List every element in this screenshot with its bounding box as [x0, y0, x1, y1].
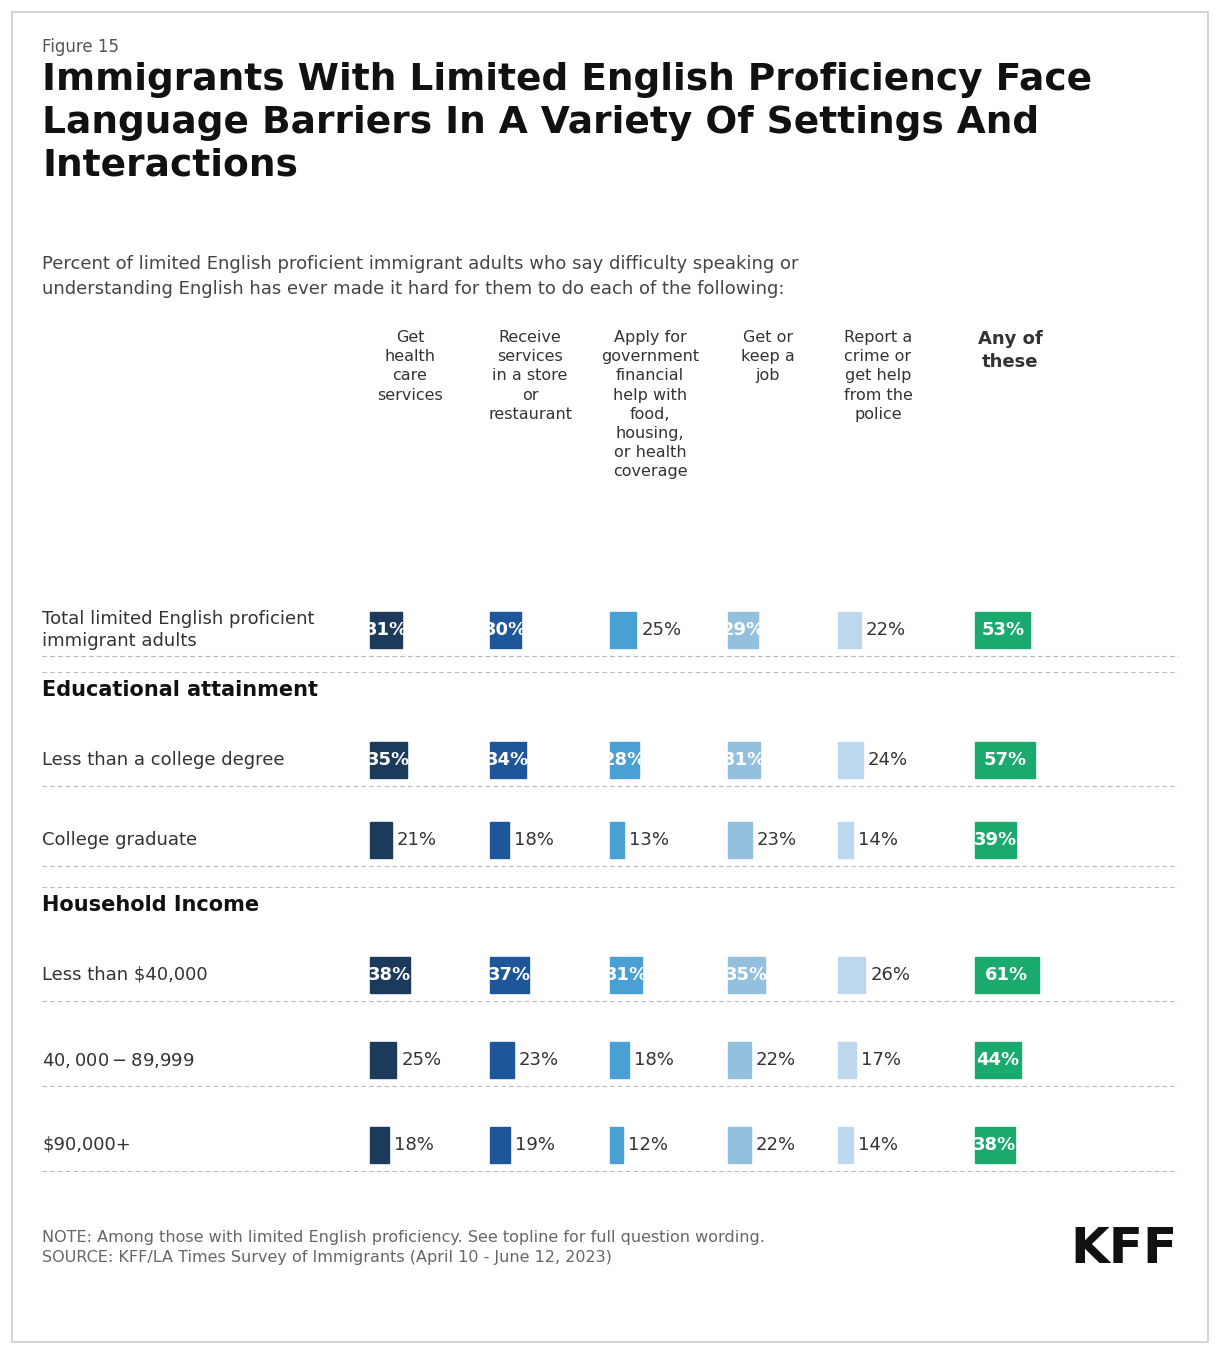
- Bar: [370, 1043, 396, 1078]
- Bar: [838, 957, 865, 992]
- Bar: [610, 1043, 628, 1078]
- Bar: [838, 742, 863, 779]
- Text: 29%: 29%: [721, 621, 765, 639]
- Bar: [975, 822, 1016, 858]
- Text: 17%: 17%: [861, 1051, 900, 1070]
- Bar: [838, 612, 861, 649]
- Text: $40,000-$89,999: $40,000-$89,999: [41, 1051, 194, 1070]
- Bar: [370, 612, 403, 649]
- Text: 37%: 37%: [488, 965, 531, 984]
- Text: Immigrants With Limited English Proficiency Face
Language Barriers In A Variety : Immigrants With Limited English Proficie…: [41, 62, 1092, 184]
- Text: 57%: 57%: [983, 751, 1026, 769]
- Text: 31%: 31%: [605, 965, 648, 984]
- Text: Apply for
government
financial
help with
food,
housing,
or health
coverage: Apply for government financial help with…: [601, 330, 699, 479]
- Text: Less than $40,000: Less than $40,000: [41, 965, 207, 984]
- Text: 23%: 23%: [518, 1051, 559, 1070]
- Text: 22%: 22%: [756, 1136, 797, 1154]
- Bar: [728, 612, 759, 649]
- Text: 30%: 30%: [484, 621, 527, 639]
- Text: Get
health
care
services: Get health care services: [377, 330, 443, 402]
- Text: 31%: 31%: [722, 751, 766, 769]
- Text: Percent of limited English proficient immigrant adults who say difficulty speaki: Percent of limited English proficient im…: [41, 255, 799, 298]
- Bar: [610, 742, 639, 779]
- Text: Less than a college degree: Less than a college degree: [41, 751, 284, 769]
- Text: 38%: 38%: [368, 965, 411, 984]
- FancyBboxPatch shape: [12, 12, 1208, 1342]
- Bar: [728, 742, 760, 779]
- Text: Household Income: Household Income: [41, 895, 259, 915]
- Text: 53%: 53%: [981, 621, 1025, 639]
- Bar: [370, 742, 406, 779]
- Text: Report a
crime or
get help
from the
police: Report a crime or get help from the poli…: [843, 330, 913, 422]
- Bar: [838, 1043, 855, 1078]
- Text: Total limited English proficient
immigrant adults: Total limited English proficient immigra…: [41, 609, 315, 650]
- Bar: [975, 742, 1035, 779]
- Text: 21%: 21%: [396, 831, 437, 849]
- Bar: [610, 957, 643, 992]
- Text: 26%: 26%: [870, 965, 910, 984]
- Bar: [490, 742, 526, 779]
- Bar: [490, 1127, 510, 1163]
- Text: 39%: 39%: [974, 831, 1017, 849]
- Text: Educational attainment: Educational attainment: [41, 680, 318, 700]
- Bar: [370, 957, 410, 992]
- Text: 35%: 35%: [725, 965, 767, 984]
- Text: 18%: 18%: [634, 1051, 673, 1070]
- Text: 14%: 14%: [858, 831, 898, 849]
- Text: 18%: 18%: [514, 831, 554, 849]
- Text: 31%: 31%: [365, 621, 407, 639]
- Text: SOURCE: KFF/LA Times Survey of Immigrants (April 10 - June 12, 2023): SOURCE: KFF/LA Times Survey of Immigrant…: [41, 1250, 612, 1265]
- Text: $90,000+: $90,000+: [41, 1136, 131, 1154]
- Text: 25%: 25%: [401, 1051, 442, 1070]
- Text: 23%: 23%: [758, 831, 797, 849]
- Text: 44%: 44%: [976, 1051, 1020, 1070]
- Text: 22%: 22%: [756, 1051, 797, 1070]
- Bar: [838, 1127, 853, 1163]
- Text: Get or
keep a
job: Get or keep a job: [741, 330, 795, 383]
- Bar: [975, 1127, 1015, 1163]
- Text: 38%: 38%: [974, 1136, 1016, 1154]
- Text: 19%: 19%: [515, 1136, 555, 1154]
- Text: Figure 15: Figure 15: [41, 38, 120, 56]
- Text: 18%: 18%: [394, 1136, 433, 1154]
- Text: NOTE: Among those with limited English proficiency. See topline for full questio: NOTE: Among those with limited English p…: [41, 1229, 765, 1244]
- Bar: [490, 957, 528, 992]
- Bar: [610, 822, 623, 858]
- Bar: [728, 1127, 752, 1163]
- Bar: [490, 1043, 514, 1078]
- Bar: [490, 612, 521, 649]
- Bar: [975, 1043, 1021, 1078]
- Text: College graduate: College graduate: [41, 831, 198, 849]
- Text: 34%: 34%: [487, 751, 529, 769]
- Text: Any of
these: Any of these: [977, 330, 1042, 371]
- Text: 28%: 28%: [603, 751, 647, 769]
- Text: 35%: 35%: [367, 751, 410, 769]
- Text: 14%: 14%: [858, 1136, 898, 1154]
- Text: 22%: 22%: [866, 621, 906, 639]
- Text: KFF: KFF: [1071, 1225, 1179, 1273]
- Text: 61%: 61%: [986, 965, 1028, 984]
- Bar: [728, 1043, 752, 1078]
- Bar: [975, 612, 1031, 649]
- Text: 12%: 12%: [627, 1136, 667, 1154]
- Bar: [610, 1127, 622, 1163]
- Bar: [370, 822, 392, 858]
- Text: Receive
services
in a store
or
restaurant: Receive services in a store or restauran…: [488, 330, 572, 422]
- Text: 24%: 24%: [869, 751, 908, 769]
- Bar: [610, 612, 636, 649]
- Bar: [728, 822, 752, 858]
- Bar: [490, 822, 509, 858]
- Bar: [838, 822, 853, 858]
- Text: 25%: 25%: [642, 621, 681, 639]
- Bar: [370, 1127, 389, 1163]
- Bar: [728, 957, 765, 992]
- Bar: [975, 957, 1038, 992]
- Text: 13%: 13%: [628, 831, 669, 849]
